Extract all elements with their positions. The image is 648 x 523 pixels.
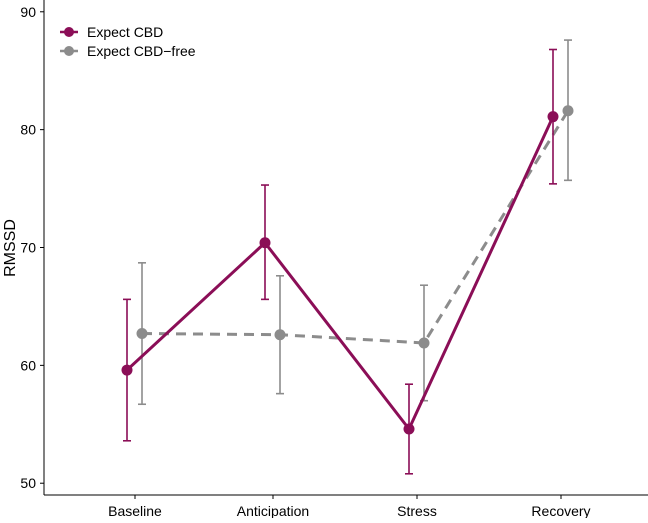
legend-marker-expect-cbd-free [64,46,74,56]
legend-item-expect-cbd-free: Expect CBD−free [60,43,196,59]
series-expect-cbd [121,48,559,475]
data-point-expect-cbd-free-baseline [136,328,148,340]
x-tick-label-anticipation: Anticipation [237,503,309,518]
x-tick-label-baseline: Baseline [108,503,162,518]
y-tick-label-70: 70 [20,240,36,256]
series-layer [121,39,574,475]
x-tick-label-stress: Stress [397,503,437,518]
series-expect-cbd-free [136,39,574,406]
y-axis-title: RMSSD [2,219,19,277]
x-tick-label-recovery: Recovery [531,503,590,518]
data-point-expect-cbd-anticipation [259,237,271,249]
legend-label-expect-cbd: Expect CBD [87,24,163,40]
data-point-expect-cbd-free-stress [418,337,430,349]
legend: Expect CBD Expect CBD−free [60,24,196,59]
y-tick-label-80: 80 [20,122,36,138]
y-tick-label-90: 90 [20,4,36,20]
y-tick-label-50: 50 [20,475,36,491]
data-point-expect-cbd-baseline [121,364,133,376]
legend-label-expect-cbd-free: Expect CBD−free [87,43,196,59]
y-axis-ticks: 50 60 70 80 90 [20,4,44,491]
data-point-expect-cbd-recovery [547,111,559,123]
y-tick-label-60: 60 [20,357,36,373]
series-line-expect-cbd-free [141,109,570,345]
legend-marker-expect-cbd [64,27,74,37]
data-point-expect-cbd-free-recovery [562,105,574,117]
legend-item-expect-cbd: Expect CBD [60,24,163,40]
data-point-expect-cbd-free-anticipation [274,329,286,341]
data-point-expect-cbd-stress [403,423,415,435]
series-line-expect-cbd [125,116,555,431]
x-axis-ticks: Baseline Anticipation Stress Recovery [108,495,591,519]
